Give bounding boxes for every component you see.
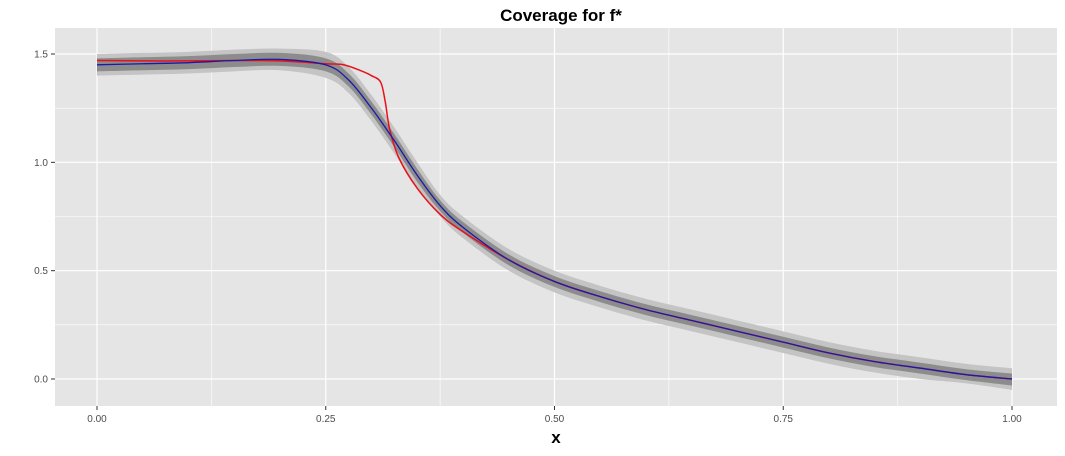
x-tick-label: 0.25 <box>316 414 336 425</box>
y-tick-label: 0.0 <box>34 375 48 386</box>
y-tick-label: 1.5 <box>34 50 48 61</box>
x-tick-label: 1.00 <box>1002 414 1022 425</box>
series-lines <box>96 58 1013 380</box>
plot-panel <box>55 28 1057 406</box>
x-axis-label: x <box>551 428 561 447</box>
x-tick-label: 0.00 <box>87 414 107 425</box>
x-tick-label: 0.75 <box>774 414 794 425</box>
axis-ticks: 0.00 0.25 0.50 0.75 1.00 0.0 0.5 1.0 1.5 <box>34 50 1022 426</box>
x-tick-label: 0.50 <box>545 414 565 425</box>
estimate-line <box>96 58 1013 380</box>
grid-lines <box>55 28 1057 406</box>
y-tick-label: 0.5 <box>34 266 48 277</box>
chart-title: Coverage for f* <box>500 6 622 25</box>
y-tick-label: 1.0 <box>34 158 48 169</box>
